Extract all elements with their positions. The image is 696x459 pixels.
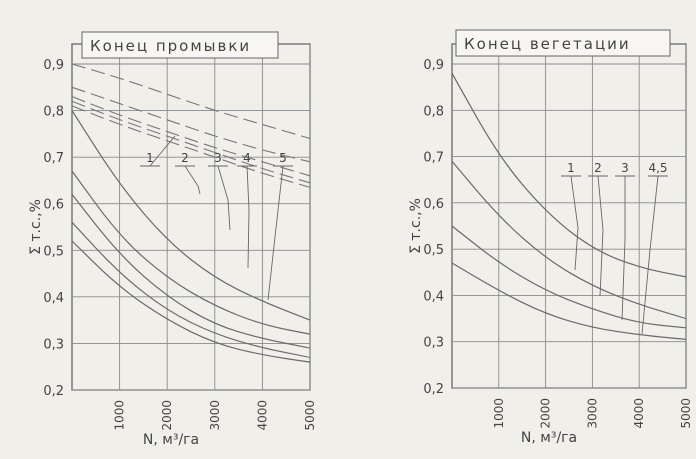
x-tick-label: 1000 bbox=[492, 398, 506, 429]
curve-label: 5 bbox=[279, 151, 287, 165]
x-tick-label: 1000 bbox=[113, 400, 127, 431]
chart-panel-1: 0,2 0,3 0,4 0,5 0,6 0,7 0,8 0,9 1000 2000 3000 4000… bbox=[28, 31, 317, 448]
y-tick-label: 0,2 bbox=[423, 382, 444, 397]
series-line-8 bbox=[71, 194, 311, 349]
curve-label: 2 bbox=[181, 151, 189, 165]
curve-leader-line bbox=[570, 175, 579, 271]
series-line-7 bbox=[71, 170, 311, 335]
y-tick-label: 0,4 bbox=[423, 289, 444, 304]
series-line-1 bbox=[71, 63, 311, 140]
series-line-2 bbox=[451, 160, 687, 320]
curve-leader-line bbox=[149, 135, 176, 167]
x-tick-label: 4000 bbox=[632, 398, 646, 429]
series-line-3 bbox=[451, 225, 687, 329]
curve-leader-line bbox=[267, 165, 284, 301]
y-tick-label: 0,3 bbox=[423, 336, 444, 351]
curve-label: 4 bbox=[243, 151, 251, 165]
y-tick-label: 0,7 bbox=[423, 151, 444, 166]
series-line-5 bbox=[71, 105, 311, 188]
y-tick-label: 0,7 bbox=[43, 151, 64, 166]
y-tick-label: 0,3 bbox=[43, 337, 64, 352]
y-tick-label: 0,4 bbox=[43, 291, 64, 306]
series-line-4 bbox=[451, 262, 687, 340]
y-tick-label: 0,2 bbox=[43, 384, 64, 399]
x-tick-label: 2000 bbox=[539, 398, 553, 429]
chart-title-box bbox=[455, 29, 671, 57]
y-tick-label: 0,9 bbox=[423, 58, 444, 73]
series-line-4 bbox=[71, 100, 311, 184]
x-axis-label: N, м³/га bbox=[521, 430, 577, 446]
curve-leader-line bbox=[621, 176, 626, 321]
y-tick-label: 0,6 bbox=[43, 198, 64, 213]
curve-label: 3 bbox=[621, 161, 629, 175]
x-tick-label: 5000 bbox=[679, 398, 693, 429]
x-tick-label: 3000 bbox=[208, 400, 222, 431]
x-axis-label: N, м³/га bbox=[143, 432, 199, 448]
plot-area bbox=[71, 43, 311, 391]
curve-leader-line bbox=[597, 175, 604, 297]
curve-label: 1 bbox=[567, 161, 575, 175]
curve-label: 1 bbox=[146, 151, 154, 165]
y-tick-label: 0,8 bbox=[423, 104, 444, 119]
chart-title: Конец вегетации bbox=[464, 35, 631, 53]
series-line-10 bbox=[71, 240, 311, 363]
y-axis-label: Σ т.с.,% bbox=[28, 199, 44, 255]
series-line-9 bbox=[71, 221, 311, 358]
y-tick-label: 0,8 bbox=[43, 105, 64, 120]
curve-leader-line bbox=[246, 165, 250, 269]
curve-leader-line bbox=[641, 175, 659, 335]
series-line-1 bbox=[451, 73, 687, 278]
curve-label: 2 bbox=[594, 161, 602, 175]
chart-title-box bbox=[81, 31, 279, 59]
curve-leader-line bbox=[217, 165, 231, 231]
chart-panel-2: 0,2 0,3 0,4 0,5 0,6 0,7 0,8 0,9 1000 2000 3000 4000… bbox=[408, 29, 693, 446]
y-tick-label: 0,9 bbox=[43, 58, 64, 73]
y-axis-label: Σ т.с.,% bbox=[408, 198, 424, 254]
y-tick-label: 0,5 bbox=[43, 244, 64, 259]
x-tick-label: 3000 bbox=[585, 398, 599, 429]
y-tick-label: 0,5 bbox=[423, 243, 444, 258]
curve-label: 4,5 bbox=[648, 161, 667, 175]
chart-title: Конец промывки bbox=[90, 37, 251, 55]
y-tick-label: 0,6 bbox=[423, 197, 444, 212]
curve-leader-line bbox=[184, 165, 201, 195]
x-tick-label: 2000 bbox=[160, 400, 174, 431]
x-tick-label: 5000 bbox=[303, 400, 317, 431]
series-line-2 bbox=[71, 86, 311, 163]
series-line-3 bbox=[71, 96, 311, 177]
x-tick-label: 4000 bbox=[255, 400, 269, 431]
curve-label: 3 bbox=[214, 151, 222, 165]
series-line-6 bbox=[71, 110, 311, 321]
